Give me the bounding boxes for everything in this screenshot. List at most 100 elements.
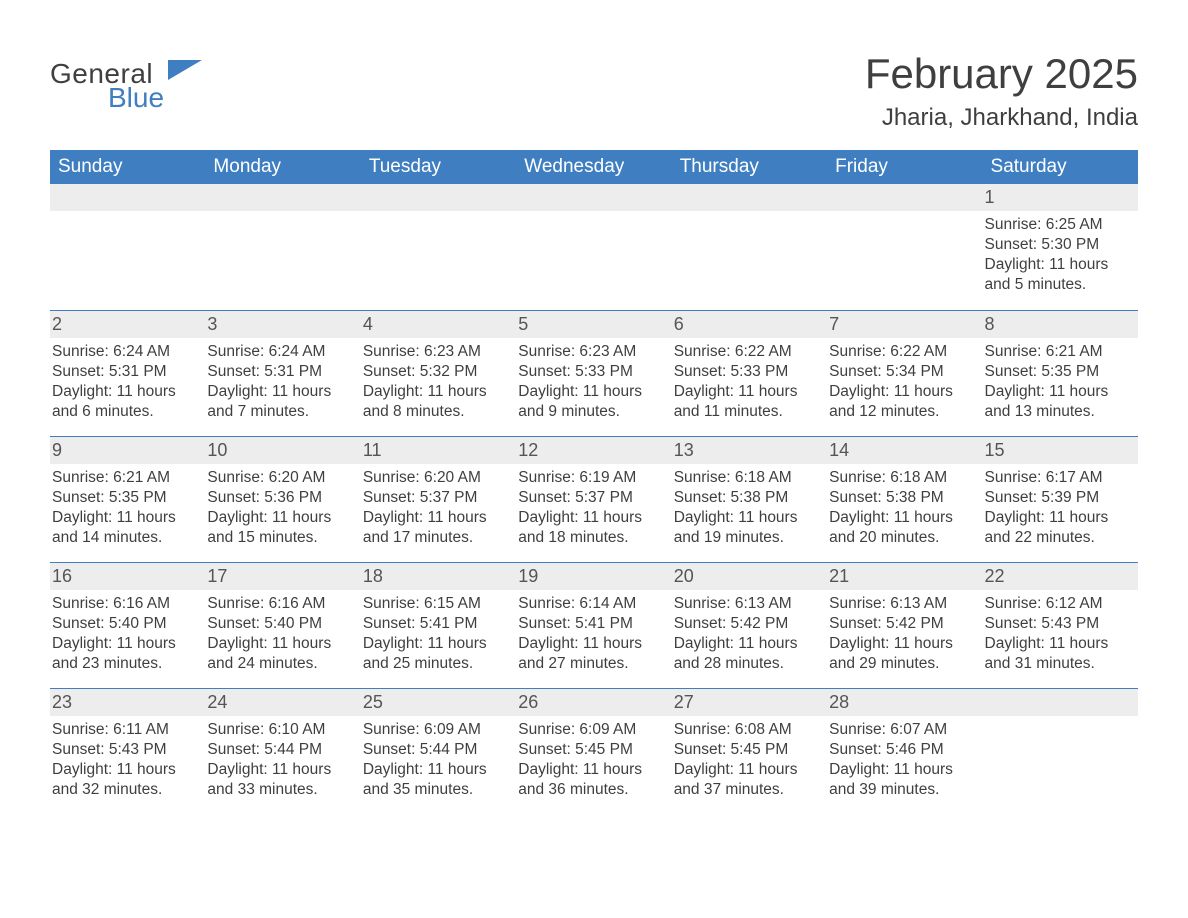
weekday-header: Thursday (672, 150, 827, 184)
sunrise-text: Sunrise: 6:07 AM (829, 720, 976, 740)
sunset-text: Sunset: 5:44 PM (363, 740, 510, 760)
day-number: 18 (361, 563, 516, 590)
day-info: Sunrise: 6:25 AMSunset: 5:30 PMDaylight:… (985, 215, 1132, 294)
sunrise-text: Sunrise: 6:17 AM (985, 468, 1132, 488)
sunrise-text: Sunrise: 6:09 AM (363, 720, 510, 740)
day-number: 10 (205, 437, 360, 464)
weekday-header: Monday (205, 150, 360, 184)
sunset-text: Sunset: 5:40 PM (207, 614, 354, 634)
day-cell: 15Sunrise: 6:17 AMSunset: 5:39 PMDayligh… (983, 437, 1138, 562)
sunrise-text: Sunrise: 6:18 AM (674, 468, 821, 488)
day-info: Sunrise: 6:18 AMSunset: 5:38 PMDaylight:… (829, 468, 976, 547)
sunrise-text: Sunrise: 6:23 AM (363, 342, 510, 362)
day-info: Sunrise: 6:16 AMSunset: 5:40 PMDaylight:… (207, 594, 354, 673)
daylight-text: Daylight: 11 hours and 9 minutes. (518, 382, 665, 422)
day-cell: 10 Sunrise: 6:20 AMSunset: 5:36 PMDayligh… (205, 437, 360, 562)
day-number: 22 (983, 563, 1138, 590)
day-info: Sunrise: 6:12 AMSunset: 5:43 PMDaylight:… (985, 594, 1132, 673)
day-cell: 1 Sunrise: 6:25 AMSunset: 5:30 PMDaylight… (983, 184, 1138, 310)
day-number: 16 (50, 563, 205, 590)
day-number (361, 184, 516, 211)
sunrise-text: Sunrise: 6:10 AM (207, 720, 354, 740)
week-row: 1 Sunrise: 6:25 AMSunset: 5:30 PMDaylight… (50, 184, 1138, 310)
header: General Blue February 2025 Jharia, Jhark… (50, 50, 1138, 132)
sunrise-text: Sunrise: 6:18 AM (829, 468, 976, 488)
day-number: 12 (516, 437, 671, 464)
sunset-text: Sunset: 5:33 PM (674, 362, 821, 382)
sunset-text: Sunset: 5:39 PM (985, 488, 1132, 508)
day-info: Sunrise: 6:20 AMSunset: 5:36 PMDaylight:… (207, 468, 354, 547)
day-number: 21 (827, 563, 982, 590)
day-cell (672, 184, 827, 310)
day-cell: 25Sunrise: 6:09 AMSunset: 5:44 PMDayligh… (361, 689, 516, 814)
logo-text: General Blue (50, 60, 164, 112)
sunset-text: Sunset: 5:43 PM (52, 740, 199, 760)
daylight-text: Daylight: 11 hours and 14 minutes. (52, 508, 199, 548)
sunset-text: Sunset: 5:42 PM (674, 614, 821, 634)
weekday-header: Saturday (983, 150, 1138, 184)
day-number: 15 (983, 437, 1138, 464)
day-cell: 20Sunrise: 6:13 AMSunset: 5:42 PMDayligh… (672, 563, 827, 688)
day-cell: 26 Sunrise: 6:09 AMSunset: 5:45 PMDayligh… (516, 689, 671, 814)
day-number: 6 (672, 311, 827, 338)
sunrise-text: Sunrise: 6:08 AM (674, 720, 821, 740)
daylight-text: Daylight: 11 hours and 35 minutes. (363, 760, 510, 800)
day-number: 2 (50, 311, 205, 338)
day-cell (827, 184, 982, 310)
daylight-text: Daylight: 11 hours and 23 minutes. (52, 634, 199, 674)
sunrise-text: Sunrise: 6:14 AM (518, 594, 665, 614)
sunrise-text: Sunrise: 6:13 AM (674, 594, 821, 614)
week-row: 2Sunrise: 6:24 AMSunset: 5:31 PMDaylight… (50, 310, 1138, 436)
day-info: Sunrise: 6:13 AMSunset: 5:42 PMDaylight:… (829, 594, 976, 673)
day-info: Sunrise: 6:23 AMSunset: 5:33 PMDaylight:… (518, 342, 665, 421)
day-cell: 14Sunrise: 6:18 AMSunset: 5:38 PMDayligh… (827, 437, 982, 562)
day-info: Sunrise: 6:20 AMSunset: 5:37 PMDaylight:… (363, 468, 510, 547)
day-info: Sunrise: 6:11 AMSunset: 5:43 PMDaylight:… (52, 720, 199, 799)
daylight-text: Daylight: 11 hours and 6 minutes. (52, 382, 199, 422)
day-cell: 16Sunrise: 6:16 AMSunset: 5:40 PMDayligh… (50, 563, 205, 688)
day-number: 23 (50, 689, 205, 716)
sunrise-text: Sunrise: 6:09 AM (518, 720, 665, 740)
day-cell: 9Sunrise: 6:21 AMSunset: 5:35 PMDaylight… (50, 437, 205, 562)
title-block: February 2025 Jharia, Jharkhand, India (865, 50, 1138, 132)
sunset-text: Sunset: 5:45 PM (674, 740, 821, 760)
day-info: Sunrise: 6:14 AMSunset: 5:41 PMDaylight:… (518, 594, 665, 673)
day-cell: 2Sunrise: 6:24 AMSunset: 5:31 PMDaylight… (50, 311, 205, 436)
day-info: Sunrise: 6:23 AMSunset: 5:32 PMDaylight:… (363, 342, 510, 421)
day-number (827, 184, 982, 211)
day-info: Sunrise: 6:19 AMSunset: 5:37 PMDaylight:… (518, 468, 665, 547)
sunrise-text: Sunrise: 6:20 AM (363, 468, 510, 488)
day-cell: 5Sunrise: 6:23 AMSunset: 5:33 PMDaylight… (516, 311, 671, 436)
weeks-container: 1Sunrise: 6:25 AMSunset: 5:30 PMDaylight… (50, 184, 1138, 814)
sunset-text: Sunset: 5:46 PM (829, 740, 976, 760)
flag-icon (168, 60, 202, 86)
day-cell: 4Sunrise: 6:23 AMSunset: 5:32 PMDaylight… (361, 311, 516, 436)
sunrise-text: Sunrise: 6:20 AM (207, 468, 354, 488)
day-cell: 19Sunrise: 6:14 AMSunset: 5:41 PMDayligh… (516, 563, 671, 688)
day-number: 26 (516, 689, 671, 716)
sunset-text: Sunset: 5:30 PM (985, 235, 1132, 255)
sunset-text: Sunset: 5:45 PM (518, 740, 665, 760)
day-number: 7 (827, 311, 982, 338)
day-cell: 27Sunrise: 6:08 AMSunset: 5:45 PMDayligh… (672, 689, 827, 814)
daylight-text: Daylight: 11 hours and 31 minutes. (985, 634, 1132, 674)
sunrise-text: Sunrise: 6:24 AM (52, 342, 199, 362)
sunset-text: Sunset: 5:38 PM (829, 488, 976, 508)
day-number: 8 (983, 311, 1138, 338)
sunset-text: Sunset: 5:37 PM (518, 488, 665, 508)
day-cell: 28Sunrise: 6:07 AMSunset: 5:46 PMDayligh… (827, 689, 982, 814)
sunrise-text: Sunrise: 6:25 AM (985, 215, 1132, 235)
daylight-text: Daylight: 11 hours and 32 minutes. (52, 760, 199, 800)
daylight-text: Daylight: 11 hours and 11 minutes. (674, 382, 821, 422)
sunrise-text: Sunrise: 6:15 AM (363, 594, 510, 614)
day-cell: 3Sunrise: 6:24 AMSunset: 5:31 PMDaylight… (205, 311, 360, 436)
day-info: Sunrise: 6:09 AMSunset: 5:45 PMDaylight:… (518, 720, 665, 799)
day-info: Sunrise: 6:15 AMSunset: 5:41 PMDaylight:… (363, 594, 510, 673)
week-row: 23 Sunrise: 6:11 AMSunset: 5:43 PMDayligh… (50, 688, 1138, 814)
daylight-text: Daylight: 11 hours and 29 minutes. (829, 634, 976, 674)
daylight-text: Daylight: 11 hours and 19 minutes. (674, 508, 821, 548)
day-cell: 18 Sunrise: 6:15 AMSunset: 5:41 PMDayligh… (361, 563, 516, 688)
month-title: February 2025 (865, 50, 1138, 98)
day-number: 1 (983, 184, 1138, 211)
day-number (205, 184, 360, 211)
